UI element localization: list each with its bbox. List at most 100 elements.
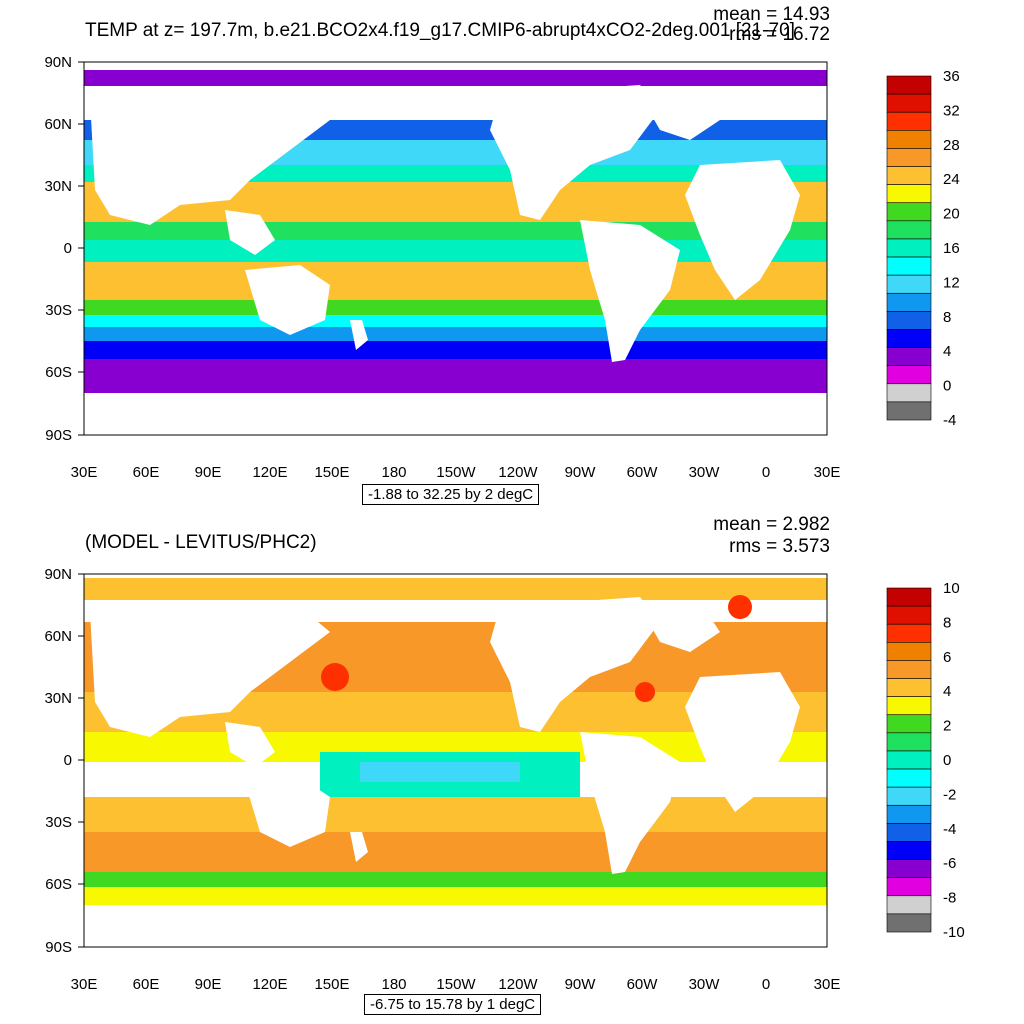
lon-label: 90W — [565, 464, 597, 481]
colorbar-swatch — [886, 786, 932, 806]
land-maritime — [225, 210, 275, 255]
mean-value: mean = 14.93 — [713, 4, 830, 25]
lat-label: 60N — [44, 116, 72, 133]
lat-label: 90N — [44, 566, 72, 583]
colorbar-swatch — [886, 365, 932, 385]
lon-label: 120E — [252, 976, 287, 993]
lon-label: 30E — [71, 464, 98, 481]
land-north-america — [490, 85, 660, 220]
colorbar-swatch — [886, 329, 932, 348]
lon-label: 0 — [762, 464, 770, 481]
lon-label: 60E — [133, 464, 160, 481]
hotspot-gulfstream — [635, 682, 655, 702]
colorbar-label: -4 — [943, 821, 956, 838]
colorbar-swatch — [886, 111, 932, 131]
lat-label: 30N — [44, 690, 72, 707]
land-greenland — [640, 90, 720, 140]
land-africa — [685, 672, 800, 812]
colorbar-swatch — [886, 383, 932, 403]
colorbar-swatch — [886, 841, 932, 860]
lat-label: 60S — [45, 364, 72, 381]
band-antarctic — [84, 887, 827, 905]
arctic-band — [84, 66, 827, 86]
lon-label: 30E — [814, 976, 841, 993]
band-south-deepblue — [84, 341, 827, 359]
land-south-america — [580, 732, 680, 874]
colorbar-label: 0 — [943, 752, 951, 769]
colorbar-swatch — [886, 166, 932, 185]
colorbar-label: 32 — [943, 102, 960, 119]
hotspot-nordic — [728, 595, 752, 619]
colorbar-label: 0 — [943, 378, 951, 395]
colorbar-swatch — [886, 714, 932, 734]
contour-range-note: -1.88 to 32.25 by 2 degC — [362, 484, 540, 505]
contour-range-note: -6.75 to 15.78 by 1 degC — [364, 994, 542, 1015]
band-south-orange — [84, 832, 827, 872]
colorbar-swatch — [886, 750, 932, 770]
colorbar-swatch — [886, 913, 932, 933]
lon-label: 150E — [314, 976, 349, 993]
land-asia — [90, 95, 330, 225]
colorbar-label: 36 — [943, 68, 960, 85]
lon-axis: 30E 60E 90E 120E 150E 180 150W 120W 90W … — [71, 976, 841, 993]
lon-label: 60E — [133, 976, 160, 993]
lon-label: 120W — [498, 976, 538, 993]
colorbar-swatch — [886, 732, 932, 752]
land-nz — [350, 320, 368, 350]
colorbar-label: -10 — [943, 924, 965, 941]
lon-label: 150W — [436, 464, 476, 481]
colorbar-label: 8 — [943, 614, 951, 631]
lat-label: 60S — [45, 876, 72, 893]
band-south-blue — [84, 327, 827, 341]
colorbar-swatch — [886, 642, 932, 661]
colorbar-swatch — [886, 256, 932, 276]
lat-label: 90S — [45, 939, 72, 956]
band-south-cyan — [84, 315, 827, 327]
lon-label: 30E — [71, 976, 98, 993]
land-australia — [245, 777, 330, 847]
land-africa — [685, 160, 800, 300]
lat-label: 30N — [44, 178, 72, 195]
colorbar-label: -6 — [943, 855, 956, 872]
band-south-green — [84, 300, 827, 315]
lat-label: 30S — [45, 814, 72, 831]
colorbar-label: -8 — [943, 890, 956, 907]
colorbar-swatch — [886, 877, 932, 897]
land-greenland — [640, 602, 720, 652]
lat-label: 0 — [64, 240, 72, 257]
colorbar-label: 12 — [943, 274, 960, 291]
band-eq-blue — [360, 762, 520, 782]
colorbar-swatch — [886, 678, 932, 697]
lon-label: 30E — [814, 464, 841, 481]
lat-label: 30S — [45, 302, 72, 319]
lon-label: 30W — [689, 464, 721, 481]
lon-label: 90W — [565, 976, 597, 993]
colorbar-swatch — [886, 587, 932, 607]
colorbar-swatch — [886, 696, 932, 716]
ocean-field — [84, 62, 827, 435]
ocean-field — [84, 574, 827, 947]
land-antarctica — [84, 393, 827, 435]
hotspot-kuroshio — [321, 663, 349, 691]
rms-value: rms = 3.573 — [729, 536, 830, 557]
colorbar-swatch — [886, 292, 932, 312]
band-antarctic — [84, 359, 827, 393]
mean-value: mean = 2.982 — [713, 514, 830, 535]
colorbar-label: 20 — [943, 206, 960, 223]
lon-label: 60W — [627, 464, 659, 481]
colorbar-swatch — [886, 311, 932, 330]
lon-label: 120E — [252, 464, 287, 481]
lon-label: 180 — [381, 464, 406, 481]
land-north-america — [490, 597, 660, 732]
lon-label: 60W — [627, 976, 659, 993]
colorbar-label: 4 — [943, 343, 951, 360]
colorbar-swatch — [886, 93, 932, 113]
arctic-band — [84, 578, 827, 600]
colorbar-swatch — [886, 274, 932, 294]
lon-label: 90E — [195, 976, 222, 993]
colorbar-swatch — [886, 623, 932, 643]
colorbar: 36 32 28 24 20 16 12 8 4 0 -4 — [886, 68, 960, 429]
colorbar-swatch — [886, 768, 932, 788]
panel-temperature: TEMP at z= 197.7m, b.e21.BCO2x4.f19_g17.… — [0, 0, 1024, 505]
lon-axis: 30E 60E 90E 120E 150E 180 150W 120W 90W … — [71, 464, 841, 481]
